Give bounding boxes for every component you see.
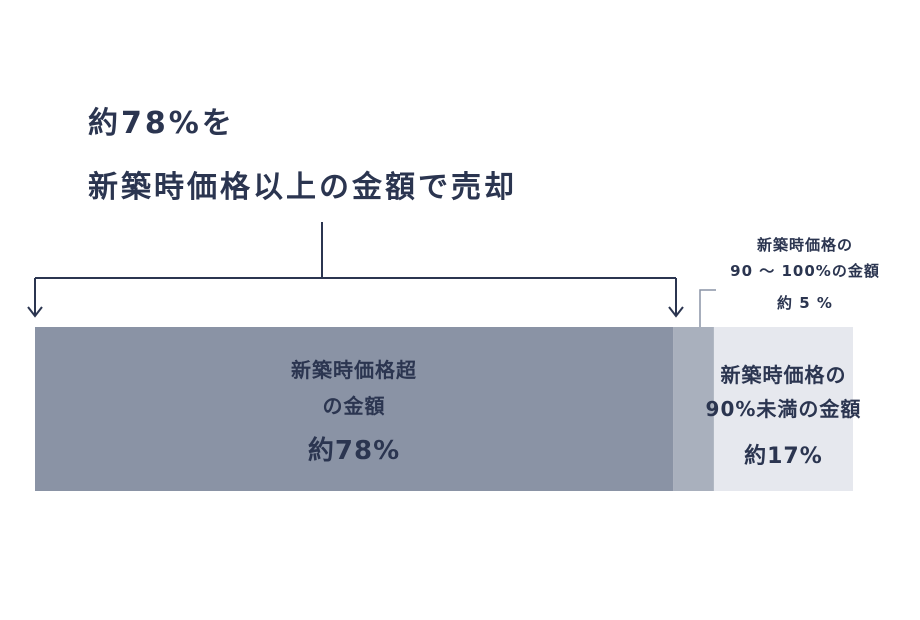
bracket <box>27 222 684 318</box>
value-label: 約17% <box>744 444 823 469</box>
segment-label: 新築時価格の 90 ～ 100%の金額 <box>730 236 880 280</box>
segment-label: 新築時価格超 の金額 <box>291 358 418 418</box>
bar-segment <box>673 327 714 491</box>
chart-title: 約78%を 新築時価格以上の金額で売却 <box>88 106 517 205</box>
value-label: 約78% <box>307 436 401 466</box>
segment-label: 新築時価格の 90%未満の金額 <box>705 363 862 421</box>
bar-segment <box>713 327 853 491</box>
value-label: 約 5 % <box>777 294 833 312</box>
bar-segment <box>35 327 674 491</box>
